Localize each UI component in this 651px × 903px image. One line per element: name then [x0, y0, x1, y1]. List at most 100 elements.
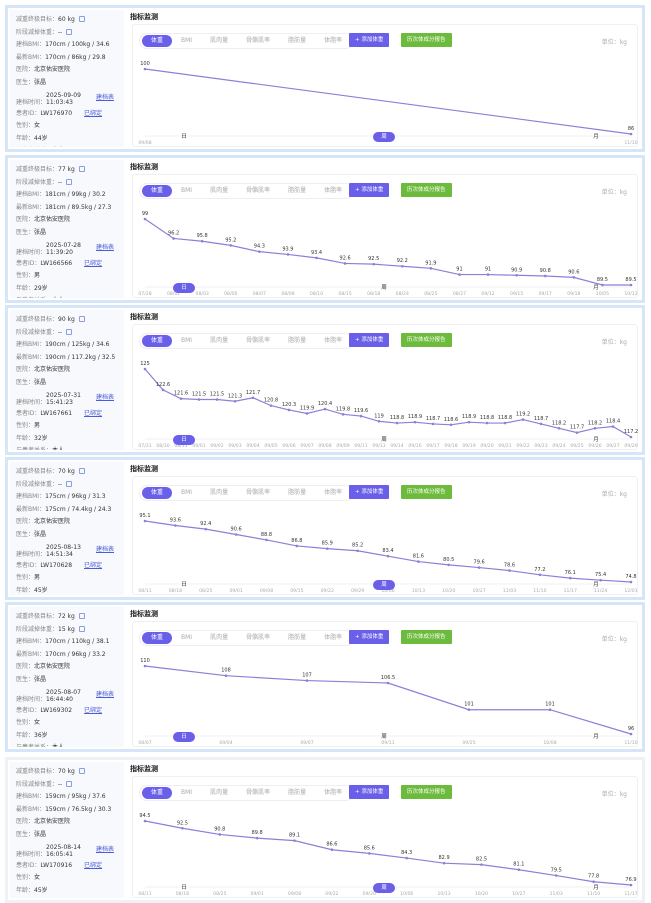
tab-metric[interactable]: 骨骼肌率: [246, 789, 271, 796]
info-value: 60 kg: [58, 16, 75, 23]
add-weight-button[interactable]: + 添加体重: [349, 33, 390, 47]
period-toggle[interactable]: 日: [173, 435, 195, 445]
period-toggle[interactable]: 月: [593, 437, 599, 443]
x-tick-label: 11/10: [533, 588, 546, 594]
info-value: 175cm / 74.4kg / 24.3: [45, 505, 112, 513]
created-link[interactable]: 建档表: [96, 845, 115, 853]
created-link[interactable]: 建档表: [96, 243, 115, 251]
bound-link[interactable]: 已绑定: [84, 259, 103, 267]
period-toggle[interactable]: 周: [373, 883, 395, 893]
period-toggle[interactable]: 周: [373, 580, 395, 590]
tab-metric[interactable]: 肌肉量: [210, 37, 229, 44]
body-composition-report-button[interactable]: 历次体成分报告: [401, 183, 452, 197]
period-toggle[interactable]: 周: [381, 437, 387, 443]
period-toggle[interactable]: 月: [593, 885, 599, 891]
tab-metric[interactable]: 体重: [142, 632, 173, 644]
tab-metric[interactable]: 体重: [142, 335, 173, 347]
add-weight-button[interactable]: + 添加体重: [349, 485, 390, 499]
tab-metric[interactable]: 体重: [142, 35, 173, 47]
tab-metric[interactable]: 肌肉量: [210, 789, 229, 796]
tab-metric[interactable]: 体重: [142, 487, 173, 499]
period-toggle[interactable]: 日: [181, 134, 187, 140]
created-link[interactable]: 建档表: [96, 393, 115, 401]
tab-metric[interactable]: 骨骼肌率: [246, 337, 271, 344]
bound-link[interactable]: 已绑定: [84, 409, 103, 417]
tab-metric[interactable]: BMI: [181, 187, 193, 194]
period-toggle[interactable]: 日: [173, 283, 195, 293]
patient-info-panel: 减重终极目标：70 kg 阶段减掉体重：-- 建档BMI：175cm / 96kg …: [10, 462, 124, 595]
tab-metric[interactable]: BMI: [181, 37, 193, 44]
edit-icon[interactable]: [66, 780, 73, 787]
body-composition-report-button[interactable]: 历次体成分报告: [401, 485, 452, 499]
tab-metric[interactable]: 脂肪量: [288, 187, 307, 194]
period-toggle[interactable]: 月: [593, 285, 599, 291]
period-toggle[interactable]: 月: [593, 582, 599, 588]
created-link[interactable]: 建档表: [96, 545, 115, 553]
tab-metric[interactable]: 肌肉量: [210, 489, 229, 496]
data-label: 89.5: [625, 277, 636, 283]
period-toggle[interactable]: 日: [173, 732, 195, 742]
tab-metric[interactable]: 骨骼肌率: [246, 37, 271, 44]
bound-link[interactable]: 已绑定: [84, 561, 103, 569]
body-composition-report-button[interactable]: 历次体成分报告: [401, 33, 452, 47]
tab-metric[interactable]: 体重: [142, 185, 173, 197]
bound-link[interactable]: 已绑定: [84, 706, 103, 714]
edit-icon[interactable]: [78, 625, 85, 632]
edit-icon[interactable]: [66, 480, 73, 487]
body-composition-report-button[interactable]: 历次体成分报告: [401, 630, 452, 644]
bound-link[interactable]: 已绑定: [84, 109, 103, 117]
edit-icon[interactable]: [78, 768, 85, 774]
x-tick-label: 09/06: [282, 443, 295, 449]
tab-metric[interactable]: 体脂率: [324, 489, 343, 496]
edit-icon[interactable]: [78, 468, 85, 474]
tab-metric[interactable]: 肌肉量: [210, 187, 229, 194]
info-label: 患者ID：: [16, 706, 41, 714]
tab-metric[interactable]: BMI: [181, 337, 193, 344]
period-toggle[interactable]: 月: [593, 134, 599, 140]
edit-icon[interactable]: [78, 166, 85, 172]
tab-metric[interactable]: 肌肉量: [210, 337, 229, 344]
edit-icon[interactable]: [78, 16, 85, 22]
tab-metric[interactable]: 体脂率: [324, 337, 343, 344]
period-toggle[interactable]: 周: [373, 132, 395, 142]
tab-metric[interactable]: 脂肪量: [288, 789, 307, 796]
body-composition-report-button[interactable]: 历次体成分报告: [401, 785, 452, 799]
tab-metric[interactable]: 脂肪量: [288, 337, 307, 344]
tab-metric[interactable]: 骨骼肌率: [246, 187, 271, 194]
created-link[interactable]: 建档表: [96, 93, 115, 101]
tab-metric[interactable]: 脂肪量: [288, 489, 307, 496]
series-line: [144, 368, 632, 438]
add-weight-button[interactable]: + 添加体重: [349, 183, 390, 197]
tab-metric[interactable]: BMI: [181, 634, 193, 641]
tab-metric[interactable]: 体脂率: [324, 634, 343, 641]
tab-metric[interactable]: 体重: [142, 787, 173, 799]
tab-metric[interactable]: BMI: [181, 489, 193, 496]
period-toggle[interactable]: 月: [593, 734, 599, 740]
tab-metric[interactable]: 脂肪量: [288, 634, 307, 641]
tab-metric[interactable]: BMI: [181, 789, 193, 796]
bound-link[interactable]: 已绑定: [84, 861, 103, 869]
tab-metric[interactable]: 骨骼肌率: [246, 489, 271, 496]
add-weight-button[interactable]: + 添加体重: [349, 785, 390, 799]
edit-icon[interactable]: [66, 28, 73, 35]
add-weight-button[interactable]: + 添加体重: [349, 333, 390, 347]
period-toggle[interactable]: 周: [381, 285, 387, 291]
add-weight-button[interactable]: + 添加体重: [349, 630, 390, 644]
edit-icon[interactable]: [78, 613, 85, 619]
tab-metric[interactable]: 骨骼肌率: [246, 634, 271, 641]
tab-metric[interactable]: 体脂率: [324, 789, 343, 796]
tab-metric[interactable]: 脂肪量: [288, 37, 307, 44]
tab-metric[interactable]: 肌肉量: [210, 634, 229, 641]
tab-metric[interactable]: 体脂率: [324, 37, 343, 44]
period-toggle[interactable]: 日: [181, 885, 187, 891]
series-line: [144, 820, 632, 886]
edit-icon[interactable]: [78, 316, 85, 322]
tab-metric[interactable]: 体脂率: [324, 187, 343, 194]
body-composition-report-button[interactable]: 历次体成分报告: [401, 333, 452, 347]
period-toggle[interactable]: 日: [181, 582, 187, 588]
period-toggle[interactable]: 周: [381, 734, 387, 740]
info-value: LW170628: [40, 561, 73, 569]
edit-icon[interactable]: [66, 178, 73, 185]
edit-icon[interactable]: [66, 328, 73, 335]
created-link[interactable]: 建档表: [96, 690, 115, 698]
